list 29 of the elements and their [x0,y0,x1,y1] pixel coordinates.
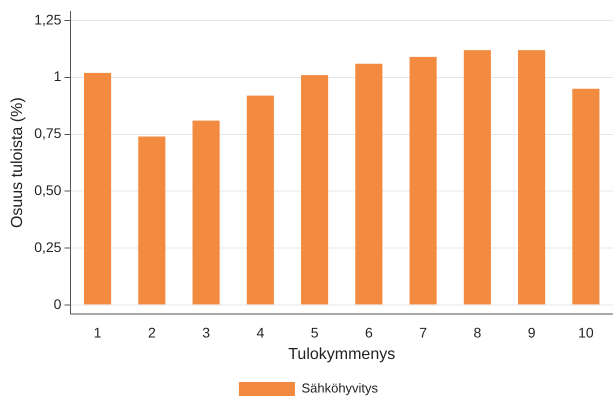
legend-label: Sähköhyvitys [301,380,379,396]
bar [84,72,112,304]
y-tick-label: 0,75 [34,125,62,142]
x-tick-label: 2 [148,324,156,340]
bar [464,50,491,304]
bar [301,75,328,304]
bar [518,50,546,304]
x-tick-label: 9 [528,324,536,340]
bar [572,88,600,304]
x-axis-title: Tulokymmenys [288,346,396,363]
x-tick-label: 10 [578,324,594,340]
y-axis-title: Osuus tuloista (%) [9,97,26,228]
x-tick-label: 1 [94,324,102,340]
y-tick-label: 1 [54,68,62,84]
x-tick-label: 8 [473,324,482,340]
bar [246,96,274,304]
bar [138,136,166,304]
bar [355,64,382,304]
y-tick-label: 0,25 [34,238,62,255]
x-tick-label: 4 [256,324,264,340]
x-tick-label: 7 [419,324,428,340]
bar [410,56,437,304]
y-tick-label: 1,25 [34,11,62,28]
y-tick-label: 0 [54,296,62,312]
bar [192,120,220,304]
x-tick-label: 5 [310,324,319,340]
x-tick-label: 3 [202,324,210,340]
x-tick-label: 6 [364,324,373,340]
y-tick-label: 0,50 [34,182,62,198]
